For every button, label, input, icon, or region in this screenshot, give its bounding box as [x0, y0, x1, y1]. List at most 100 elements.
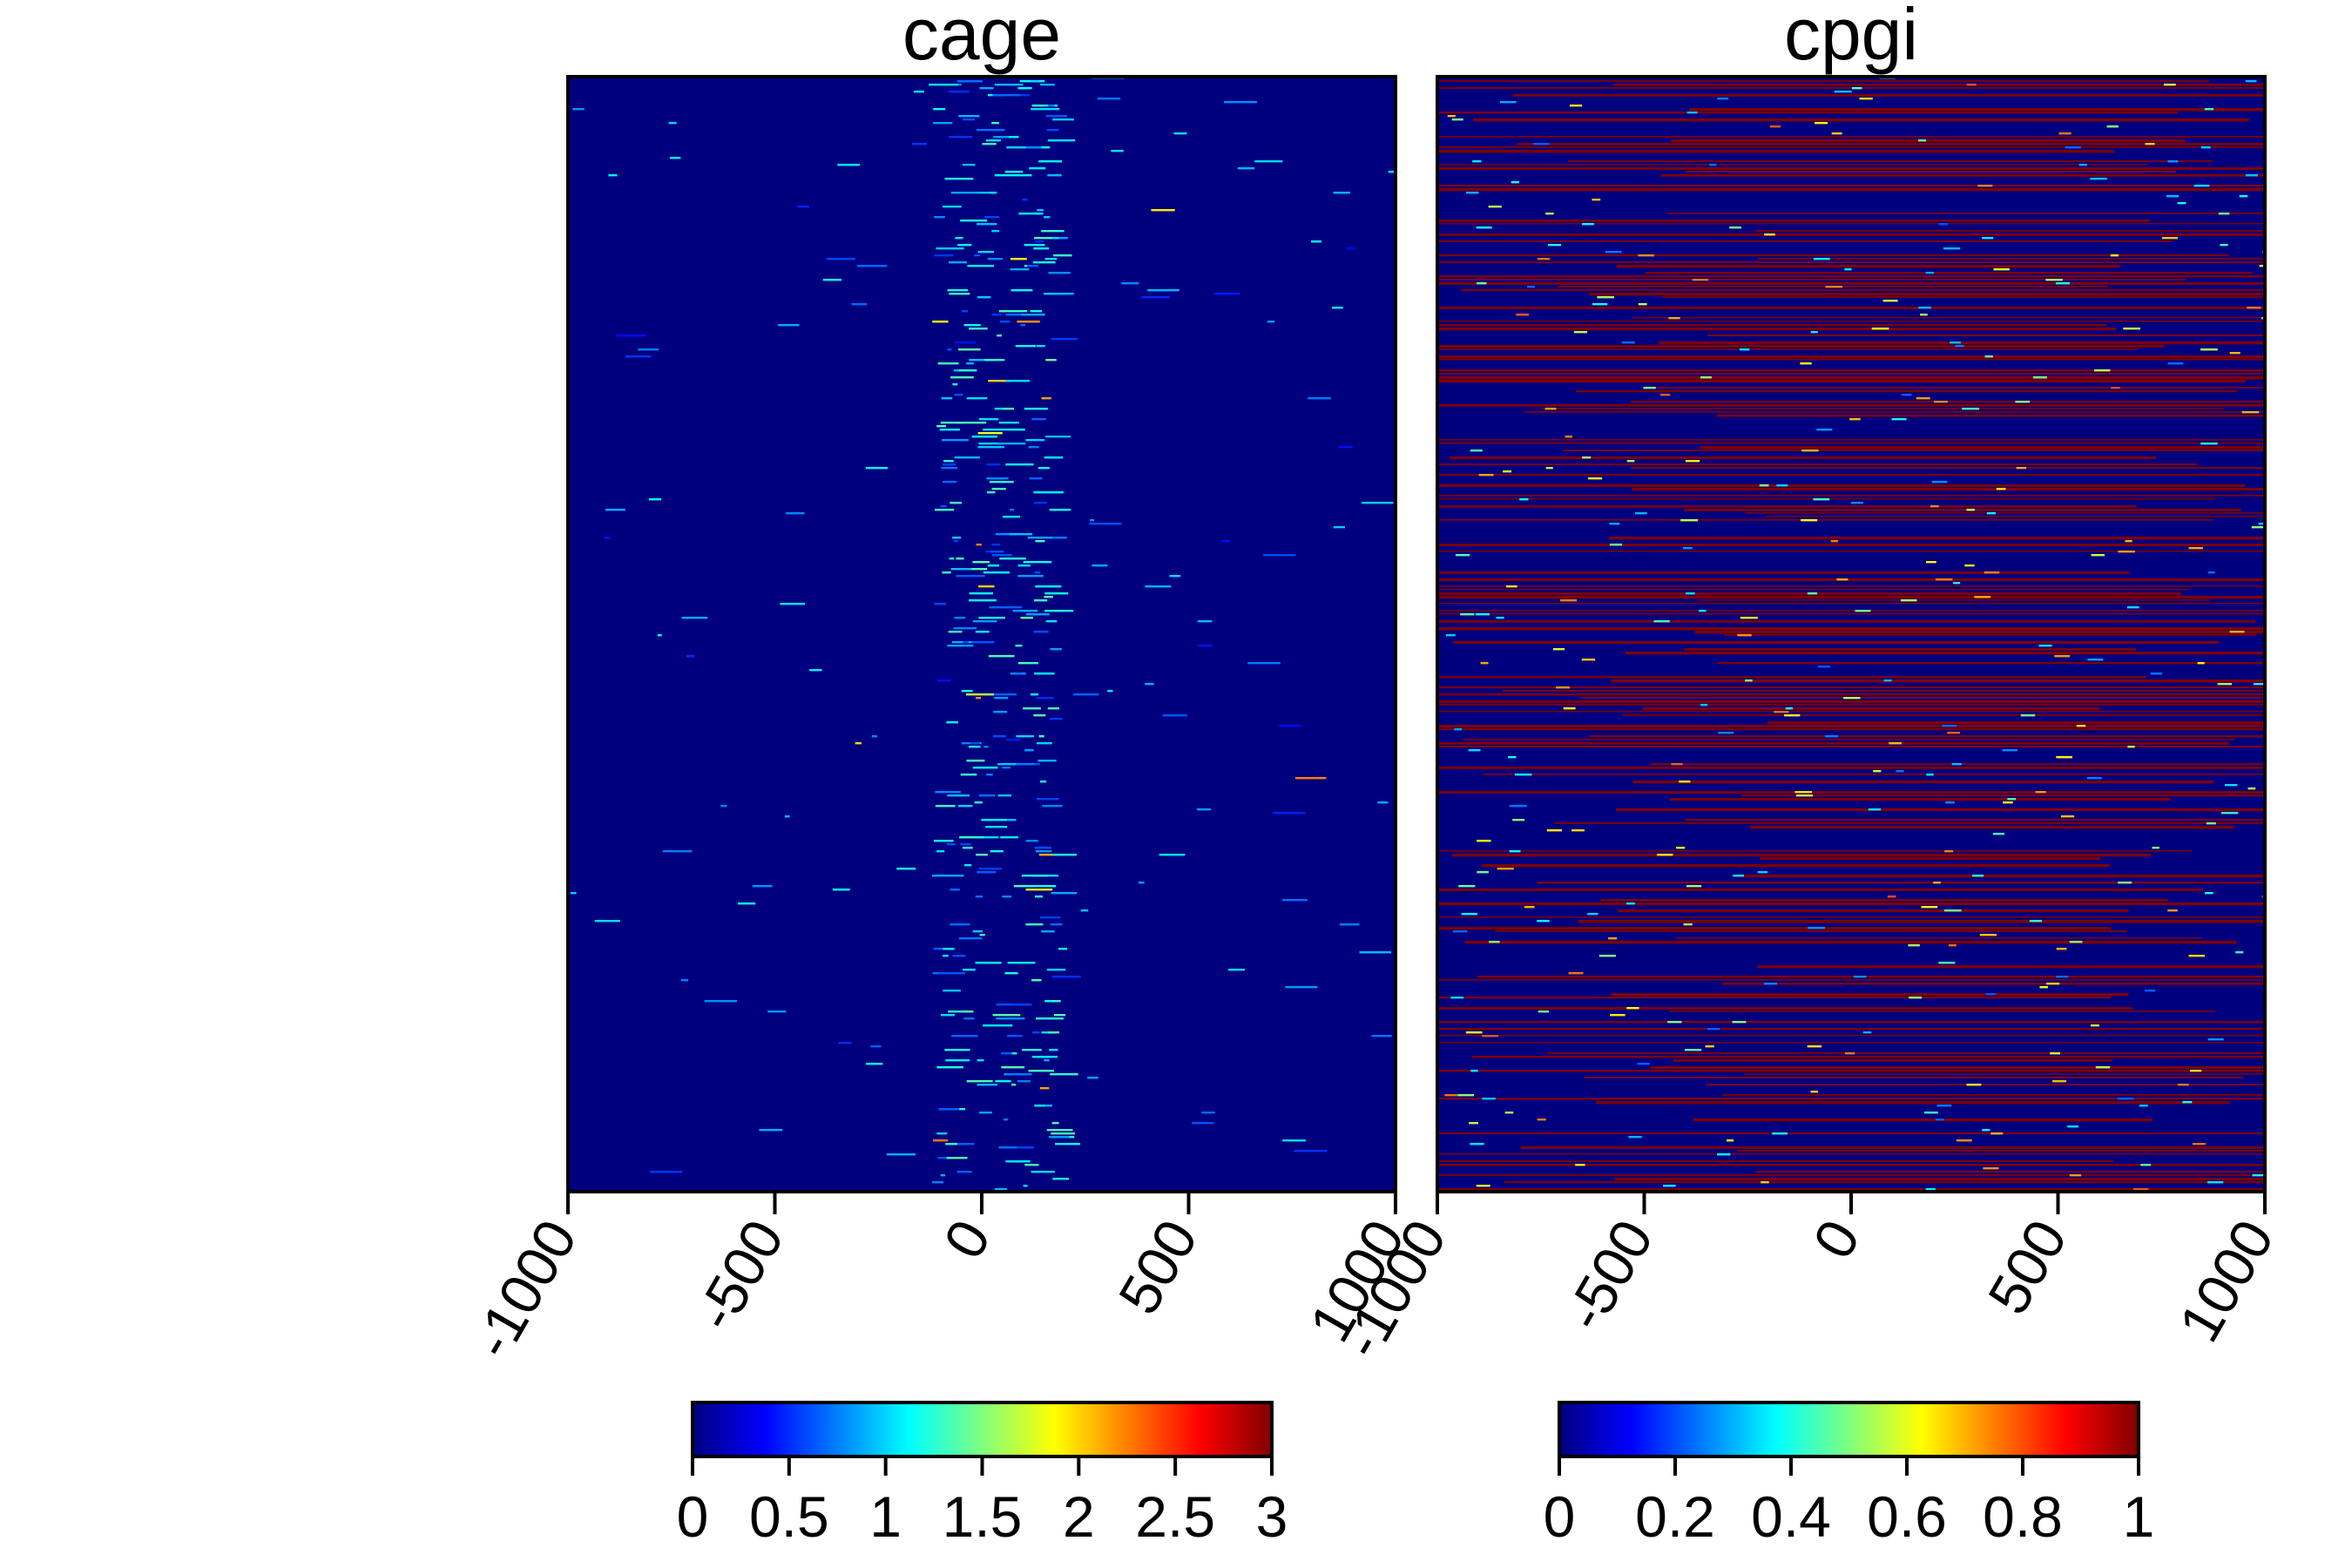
heatmap-cell	[999, 321, 1010, 323]
heatmap-cell	[1859, 98, 1873, 100]
heatmap-cell	[956, 1143, 975, 1146]
heatmap-cell	[977, 296, 987, 299]
heatmap-cell	[1465, 192, 1479, 194]
heatmap-cell	[1718, 732, 1734, 734]
heatmap-cell	[1145, 585, 1172, 588]
heatmap-cell	[933, 122, 953, 125]
heatmap-cell	[1816, 429, 1833, 431]
heatmap-cell	[936, 247, 964, 250]
heatmap-cell	[1041, 230, 1064, 233]
heatmap-cell	[1990, 1132, 2004, 1135]
heatmap-cell	[1776, 484, 1788, 487]
heatmap-cell	[963, 641, 969, 644]
heatmap-cell	[1015, 345, 1037, 348]
heatmap-cell	[1573, 331, 1588, 334]
heatmap-cell	[1169, 575, 1181, 578]
heatmap-cell	[1686, 112, 1698, 114]
heatmap-cell	[1437, 136, 2265, 138]
heatmap-cell	[1579, 697, 2265, 700]
heatmap-cell	[1437, 443, 2265, 444]
heatmap-cell	[1021, 314, 1045, 316]
heatmap-cell	[991, 554, 1012, 557]
heatmap-cell	[2007, 798, 2017, 801]
heatmap-cell	[1034, 237, 1052, 240]
heatmap-cell	[1437, 348, 2139, 350]
heatmap-cell	[2094, 369, 2111, 372]
heatmap-cell	[1955, 345, 1964, 348]
heatmap-cell	[2189, 1070, 2202, 1072]
heatmap-cell	[960, 220, 988, 222]
heatmap-cell	[1472, 160, 1482, 163]
heatmap-cell	[991, 314, 1002, 316]
heatmap-cell	[951, 1035, 978, 1037]
heatmap-cell	[1709, 164, 1717, 166]
heatmap-cell	[984, 296, 991, 299]
heatmap-cell	[1834, 91, 1852, 93]
heatmap-cell	[1279, 725, 1301, 727]
heatmap-cell	[1505, 585, 1517, 588]
x-tick-label: 500	[1975, 1209, 2078, 1324]
heatmap-cell	[1036, 697, 1054, 700]
heatmap-cell	[1007, 962, 1036, 964]
heatmap-cell	[1437, 979, 2265, 981]
heatmap-cell	[1630, 401, 2265, 403]
heatmap-cell	[1545, 213, 1554, 215]
heatmap-cell	[1808, 927, 1826, 929]
heatmap-cell	[2056, 976, 2069, 978]
heatmap-cell	[954, 456, 980, 459]
heatmap-cell	[1673, 1059, 2112, 1062]
heatmap-cell	[2200, 348, 2218, 351]
heatmap-cell	[1455, 554, 1470, 557]
heatmap-cell	[944, 178, 974, 180]
heatmap-cell	[969, 328, 988, 330]
heatmap-cell	[2029, 920, 2042, 923]
heatmap-cell	[1031, 105, 1044, 107]
heatmap-cell	[1025, 840, 1038, 842]
heatmap-cell	[1024, 749, 1034, 752]
heatmap-cell	[1592, 199, 1601, 201]
heatmap-cell	[994, 697, 1009, 700]
heatmap-cell	[648, 498, 661, 501]
heatmap-cell	[1801, 519, 1818, 522]
heatmap-cell	[657, 634, 662, 637]
heatmap-cell	[1732, 1021, 1747, 1024]
heatmap-cell	[1009, 429, 1025, 431]
heatmap-cell	[1504, 1181, 2265, 1184]
heatmap-cell	[1437, 578, 2265, 582]
heatmap-cell	[937, 972, 966, 975]
heatmap-cell	[976, 192, 997, 194]
heatmap-cell	[1745, 512, 2265, 514]
heatmap-cell	[1004, 972, 1018, 975]
x-tick-label: 0	[931, 1209, 1003, 1269]
heatmap-cell	[2095, 1066, 2111, 1069]
heatmap-cell	[1480, 662, 1489, 665]
heatmap-cell	[662, 850, 693, 853]
heatmap-cell	[1538, 1010, 1550, 1013]
heatmap-cell	[1058, 948, 1068, 950]
heatmap-cell	[982, 143, 997, 145]
heatmap-cell	[1045, 620, 1058, 623]
panel-title-cpgi: cpgi	[1784, 0, 1918, 75]
heatmap-cell	[1437, 850, 2193, 852]
colorbar-tick-label: 0.2	[1635, 1484, 1715, 1549]
heatmap-cell	[1213, 293, 1240, 295]
heatmap-cell	[1571, 829, 1585, 832]
heatmap-cell	[967, 265, 994, 267]
heatmap-cell	[832, 889, 850, 891]
heatmap-cell	[1643, 387, 1656, 389]
heatmap-cell	[1689, 108, 2265, 112]
heatmap-cell	[1033, 502, 1047, 504]
heatmap-cell	[970, 742, 980, 745]
heatmap-cell	[947, 794, 970, 797]
colorbar-tick-label: 0.5	[749, 1484, 829, 1549]
heatmap-cell	[1051, 892, 1078, 895]
heatmap-cell	[1437, 112, 2179, 114]
heatmap-cell	[976, 697, 982, 700]
heatmap-cell	[1925, 272, 1935, 274]
heatmap-cell	[1437, 505, 2137, 508]
heatmap-cell	[1049, 718, 1063, 720]
heatmap-cell	[1005, 739, 1021, 741]
heatmap-cell	[1017, 662, 1038, 665]
heatmap-cell	[1087, 1077, 1098, 1079]
heatmap-cell	[1767, 721, 2265, 725]
